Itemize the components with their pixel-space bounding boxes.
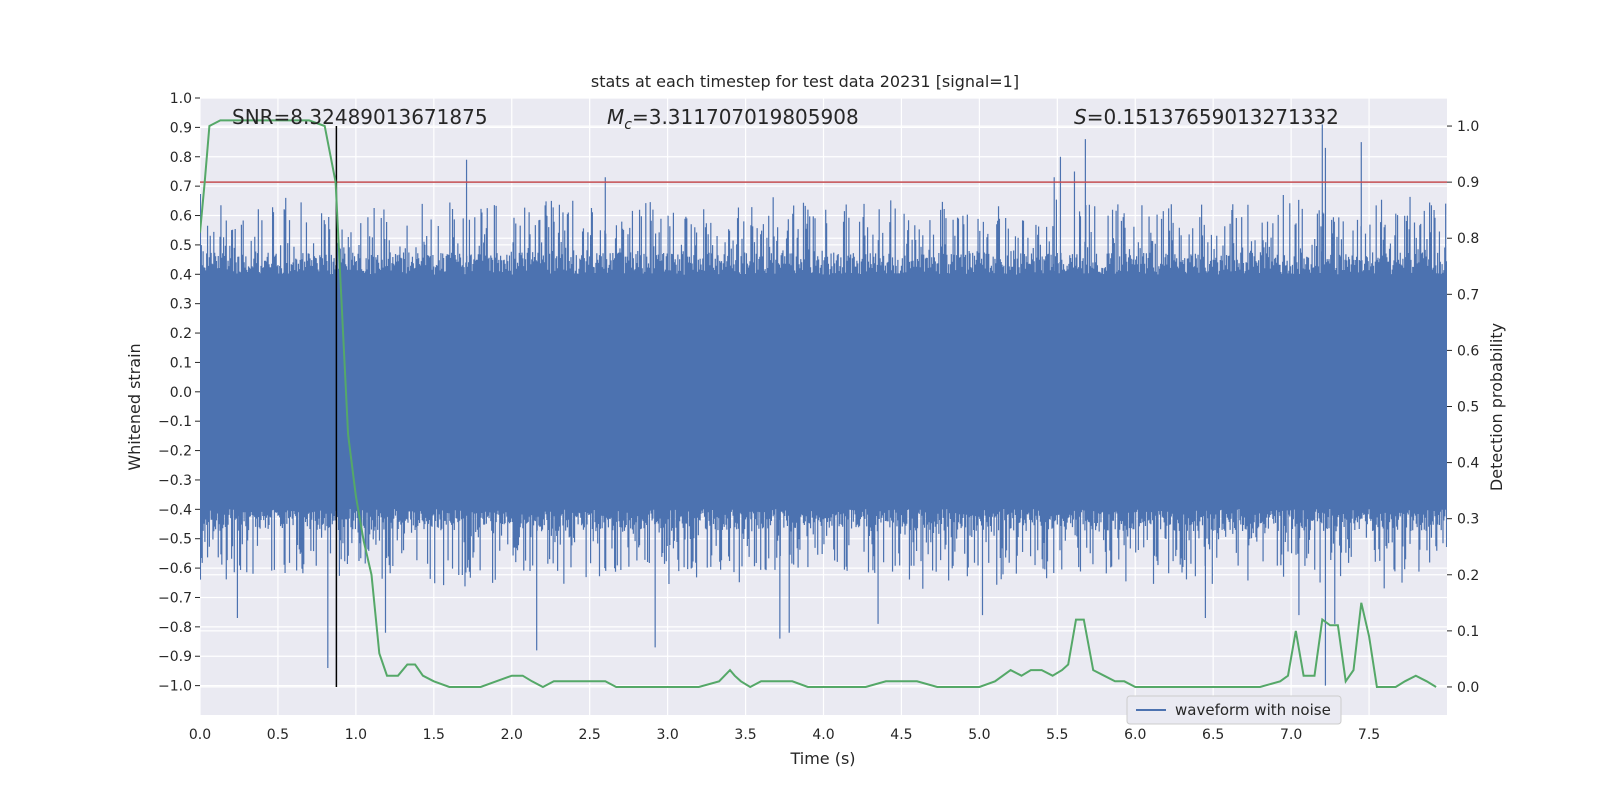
mc-value: =3.311707019805908: [632, 105, 859, 129]
x-tick-label: 4.5: [890, 727, 912, 743]
y-tick-label: 0.6: [170, 209, 192, 225]
x-tick-label: 2.0: [501, 727, 523, 743]
x-axis-ticks: 0.0 0.5 1.0 1.5 2.0 2.5 3.0 3.5 4.0 4.5 5.0 5.5 6.0 6…: [189, 727, 1380, 743]
y-tick-label: −0.6: [158, 561, 192, 577]
y2-tick-label: 0.6: [1457, 343, 1479, 359]
y-tick-label: −0.2: [158, 444, 192, 460]
y-tick-label: 0.2: [170, 326, 192, 342]
x-tick-label: 1.5: [423, 727, 445, 743]
x-tick-label: 0.5: [267, 727, 289, 743]
y2-tick-label: 0.9: [1457, 175, 1479, 191]
probability-line: [200, 119, 1437, 689]
y-tick-label: 0.9: [170, 120, 192, 136]
y-tick-label: 1.0: [170, 91, 192, 107]
mc-symbol: M: [607, 105, 624, 129]
y2-axis-label: Detection probability: [1487, 323, 1506, 491]
legend-box: [1126, 695, 1342, 725]
y2-tick-label: 0.0: [1457, 680, 1479, 696]
y2-tick-label: 0.2: [1457, 568, 1479, 584]
y-tick-label: 0.5: [170, 238, 192, 254]
y-tick-label: −0.9: [158, 649, 192, 665]
y-tick-label: 0.3: [170, 297, 192, 313]
y2-tick-label: 0.8: [1457, 231, 1479, 247]
y2-tick-label: 0.4: [1457, 456, 1479, 472]
x-tick-label: 5.5: [1046, 727, 1068, 743]
chart-title: stats at each timestep for test data 202…: [591, 72, 1019, 91]
y2-tick-label: 0.1: [1457, 624, 1479, 640]
chirp-mass-annotation: Mc=3.311707019805908: [607, 105, 859, 133]
y2-axis-ticks: 1.0 0.9 0.8 0.7 0.6 0.5 0.4 0.3 0.2 0.1 0.0: [1447, 119, 1479, 696]
legend: waveform with noise: [1126, 695, 1342, 725]
x-tick-label: 7.0: [1280, 727, 1302, 743]
x-tick-label: 7.5: [1358, 727, 1380, 743]
waveform-trace: [200, 124, 1447, 686]
y-tick-label: 0.7: [170, 179, 192, 195]
y-axis-label: Whitened strain: [125, 343, 144, 470]
y2-tick-label: 0.5: [1457, 400, 1479, 416]
x-axis-label: Time (s): [789, 749, 855, 768]
x-tick-label: 0.0: [189, 727, 211, 743]
y-tick-label: −0.8: [158, 620, 192, 636]
y-tick-label: 0.4: [170, 267, 192, 283]
y-tick-label: 0.0: [170, 385, 192, 401]
x-tick-label: 3.5: [734, 727, 756, 743]
y2-tick-label: 0.3: [1457, 512, 1479, 528]
s-value: =0.15137659013271332: [1087, 105, 1339, 129]
y-axis-ticks: 1.0 0.9 0.8 0.7 0.6 0.5 0.4 0.3 0.2 0.1 0.0 −0.1 −0.…: [158, 91, 200, 695]
x-tick-label: 6.5: [1202, 727, 1224, 743]
y-tick-label: 0.8: [170, 150, 192, 166]
legend-label: waveform with noise: [1175, 701, 1331, 719]
waveform-series: [200, 124, 1447, 686]
y-tick-label: −0.1: [158, 414, 192, 430]
x-tick-label: 2.5: [579, 727, 601, 743]
x-tick-label: 3.0: [656, 727, 678, 743]
s-symbol: S: [1074, 105, 1087, 129]
y-tick-label: −0.5: [158, 532, 192, 548]
snr-annotation: SNR=8.32489013671875: [232, 105, 488, 129]
x-tick-label: 4.0: [812, 727, 834, 743]
y-tick-label: −0.7: [158, 590, 192, 606]
y2-tick-label: 0.7: [1457, 287, 1479, 303]
x-tick-label: 5.0: [968, 727, 990, 743]
overlay-lines: [200, 119, 1447, 689]
y-tick-label: −0.4: [158, 502, 192, 518]
y-tick-label: 0.1: [170, 355, 192, 371]
y-tick-label: −0.3: [158, 473, 192, 489]
spin-annotation: S=0.15137659013271332: [1074, 105, 1339, 129]
y2-tick-label: 1.0: [1457, 119, 1479, 135]
mc-subscript: c: [624, 117, 632, 133]
x-tick-label: 1.0: [345, 727, 367, 743]
x-tick-label: 6.0: [1124, 727, 1146, 743]
y-tick-label: −1.0: [158, 679, 192, 695]
